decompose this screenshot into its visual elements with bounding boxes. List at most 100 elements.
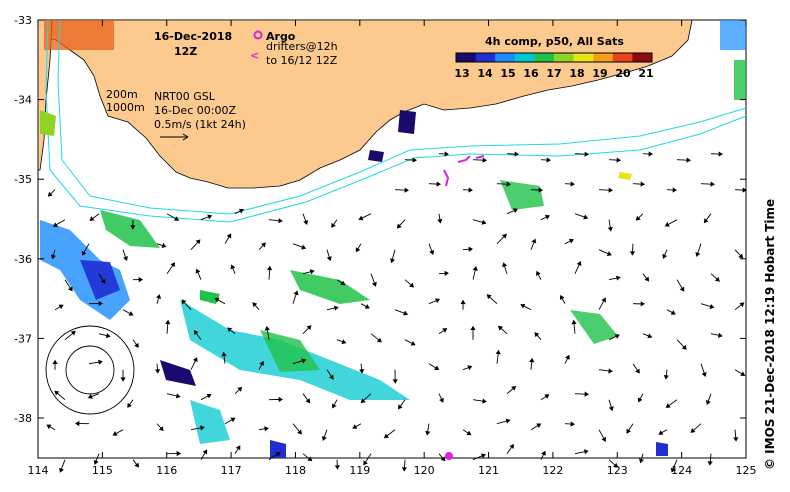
velocity-arrowhead <box>662 253 668 259</box>
colorbar-segment <box>573 53 594 62</box>
colorbar-segment <box>593 53 614 62</box>
velocity-arrowhead <box>472 266 478 271</box>
velocity-arrowhead <box>644 276 650 282</box>
velocity-arrowhead <box>237 386 243 392</box>
velocity-arrowhead <box>601 436 606 442</box>
velocity-arrowhead <box>444 270 449 276</box>
velocity-arrowhead <box>648 151 653 157</box>
velocity-arrowhead <box>68 286 73 292</box>
velocity-arrowhead <box>529 357 535 363</box>
velocity-arrowhead <box>334 465 340 470</box>
velocity-arrowhead <box>571 319 577 325</box>
velocity-arrowhead <box>616 157 621 163</box>
velocity-arrowhead <box>138 277 143 283</box>
velocity-arrowhead <box>404 187 409 193</box>
velocity-arrowhead <box>437 218 443 224</box>
velocity-arrowhead <box>305 398 311 404</box>
velocity-arrowhead <box>679 286 685 292</box>
velocity-arrowhead <box>439 397 444 403</box>
velocity-arrowhead <box>112 431 118 436</box>
colorbar-tick-label: 14 <box>477 67 493 80</box>
velocity-arrowhead <box>681 344 687 350</box>
drifters-label: drifters@12h <box>266 40 338 53</box>
velocity-arrowhead <box>640 181 645 187</box>
lon-label: 114 <box>28 464 49 477</box>
velocity-arrowhead <box>176 450 181 457</box>
velocity-arrowhead <box>309 269 315 275</box>
velocity-arrowhead <box>509 443 514 449</box>
lat-label: -34 <box>14 94 32 107</box>
velocity-arrowhead <box>584 391 589 397</box>
velocity-arrowhead <box>75 420 80 427</box>
lat-label: -37 <box>14 332 32 345</box>
velocity-arrowhead <box>606 251 612 256</box>
velocity-arrowhead <box>134 342 139 348</box>
velocity-arrowhead <box>608 187 613 193</box>
velocity-arrowhead <box>360 398 366 404</box>
velocity-arrowhead <box>511 385 517 391</box>
velocity-arrowhead <box>120 377 126 382</box>
velocity-arrowhead <box>52 222 58 227</box>
lon-label: 115 <box>92 464 113 477</box>
lon-label: 119 <box>349 464 370 477</box>
velocity-arrowhead <box>565 354 570 360</box>
velocity-arrowhead <box>635 215 641 221</box>
drifter-symbol: < <box>250 49 259 62</box>
contour-1000m <box>45 19 747 223</box>
velocity-arrowhead <box>364 304 370 309</box>
velocity-arrowhead <box>626 428 631 434</box>
velocity-arrowhead <box>326 256 332 262</box>
velocity-arrowhead <box>440 456 446 462</box>
velocity-arrowhead <box>181 299 187 305</box>
velocity-arrowhead <box>672 187 677 193</box>
velocity-arrowhead <box>714 276 720 282</box>
colorbar-tick-label: 20 <box>615 67 631 80</box>
velocity-arrowhead <box>93 459 99 465</box>
velocity-arrowhead <box>307 456 313 462</box>
velocity-arrowhead <box>497 325 503 331</box>
velocity-arrowhead <box>397 404 403 410</box>
velocity-arrowhead <box>568 238 574 244</box>
velocity-arrowhead <box>546 157 551 163</box>
velocity-arrowhead <box>584 151 589 157</box>
lat-label: -33 <box>14 14 32 27</box>
velocity-arrowhead <box>321 435 327 441</box>
velocity-arrowhead <box>686 157 691 163</box>
imos-credit: © IMOS 21-Dec-2018 12:19 Hobart Time <box>763 198 777 470</box>
velocity-arrowhead <box>230 264 236 270</box>
velocity-arrowhead <box>466 430 472 436</box>
velocity-arrowhead <box>301 358 307 364</box>
velocity-arrowhead <box>275 452 281 457</box>
header-date: 16-Dec-2018 <box>154 30 232 43</box>
velocity-arrowhead <box>559 294 565 301</box>
product-label: 4h comp, p50, All Sats <box>485 35 624 48</box>
velocity-arrowhead <box>583 214 589 220</box>
velocity-arrowhead <box>352 424 358 429</box>
velocity-arrowhead <box>544 214 551 220</box>
lon-label: 118 <box>285 464 306 477</box>
velocity-arrowhead <box>436 181 441 187</box>
velocity-arrowhead <box>54 390 60 396</box>
velocity-arrowhead <box>200 425 205 431</box>
velocity-arrowhead <box>429 249 435 255</box>
lon-label: 124 <box>671 464 692 477</box>
velocity-arrowhead <box>154 369 161 374</box>
eddy-vectors <box>45 325 135 415</box>
velocity-arrowhead <box>340 280 346 286</box>
velocity-arrowhead <box>409 282 415 288</box>
velocity-arrowhead <box>341 339 347 345</box>
velocity-arrowhead <box>670 467 676 473</box>
colorbar-segment <box>554 53 575 62</box>
velocity-arrowhead <box>332 403 337 409</box>
velocity-arrowhead <box>608 406 614 412</box>
velocity-arrowhead <box>512 208 518 214</box>
velocity-arrowhead <box>303 220 309 225</box>
velocity-arrowhead <box>363 460 368 466</box>
velocity-arrowhead <box>701 372 707 377</box>
velocity-arrowhead <box>710 181 715 187</box>
velocity-arrowhead <box>480 453 486 459</box>
colorbar-segment <box>495 53 516 62</box>
velocity-arrowhead <box>301 244 307 250</box>
velocity-arrowhead <box>640 301 645 307</box>
sst-patch-nw <box>44 20 114 50</box>
